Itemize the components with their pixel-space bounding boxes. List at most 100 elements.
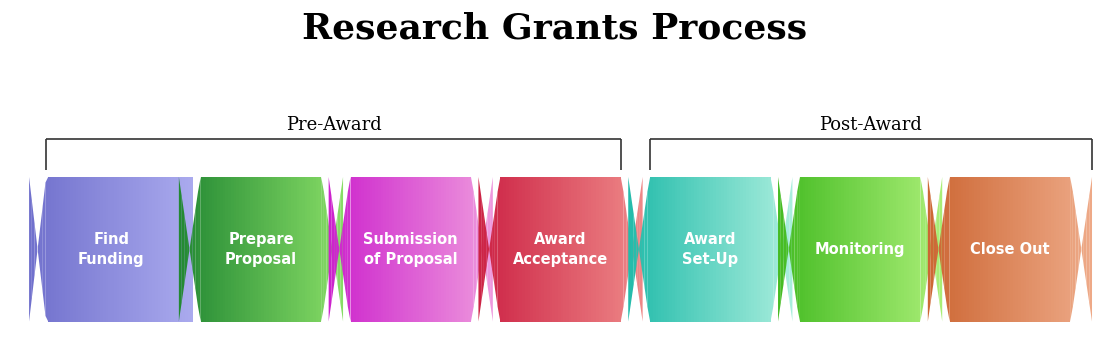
Polygon shape (356, 177, 359, 322)
Polygon shape (225, 177, 229, 322)
Polygon shape (952, 177, 956, 322)
Polygon shape (450, 177, 452, 322)
Polygon shape (512, 177, 514, 322)
Polygon shape (971, 177, 975, 322)
Polygon shape (602, 177, 604, 322)
Polygon shape (83, 177, 87, 322)
Polygon shape (803, 177, 806, 322)
Polygon shape (672, 177, 675, 322)
Polygon shape (748, 177, 751, 322)
Polygon shape (1027, 177, 1029, 322)
Polygon shape (362, 177, 364, 322)
Polygon shape (272, 177, 274, 322)
Text: Submission
of Proposal: Submission of Proposal (363, 232, 458, 266)
Polygon shape (950, 177, 952, 322)
Polygon shape (791, 210, 795, 288)
Polygon shape (591, 177, 594, 322)
Polygon shape (336, 232, 340, 266)
Polygon shape (490, 229, 492, 270)
Polygon shape (825, 177, 827, 322)
Polygon shape (480, 229, 482, 270)
Polygon shape (688, 177, 692, 322)
Polygon shape (411, 177, 414, 322)
Polygon shape (400, 177, 403, 322)
Polygon shape (373, 177, 375, 322)
Polygon shape (572, 177, 574, 322)
Polygon shape (960, 177, 963, 322)
Polygon shape (487, 195, 491, 303)
Polygon shape (1046, 177, 1048, 322)
Polygon shape (122, 177, 124, 322)
Polygon shape (1021, 177, 1023, 322)
Polygon shape (94, 177, 98, 322)
Polygon shape (315, 177, 319, 322)
Polygon shape (64, 177, 68, 322)
Text: Close Out: Close Out (970, 242, 1050, 257)
Polygon shape (838, 177, 841, 322)
Polygon shape (135, 177, 139, 322)
Polygon shape (888, 177, 890, 322)
Polygon shape (418, 177, 422, 322)
Polygon shape (229, 177, 231, 322)
Polygon shape (866, 177, 868, 322)
Polygon shape (359, 177, 362, 322)
Polygon shape (936, 232, 939, 266)
Polygon shape (765, 177, 768, 322)
Polygon shape (269, 177, 272, 322)
Polygon shape (583, 177, 585, 322)
Polygon shape (653, 177, 656, 322)
Polygon shape (438, 177, 441, 322)
Polygon shape (868, 177, 871, 322)
Polygon shape (128, 177, 130, 322)
Polygon shape (1051, 177, 1053, 322)
Polygon shape (1010, 177, 1012, 322)
Polygon shape (59, 177, 62, 322)
Polygon shape (1064, 177, 1068, 322)
Polygon shape (278, 177, 280, 322)
Polygon shape (514, 177, 517, 322)
Polygon shape (784, 214, 786, 285)
Polygon shape (800, 177, 803, 322)
Polygon shape (609, 177, 613, 322)
Polygon shape (233, 177, 236, 322)
Polygon shape (1037, 177, 1040, 322)
Polygon shape (707, 177, 710, 322)
Polygon shape (1083, 214, 1087, 285)
Polygon shape (778, 177, 780, 322)
Polygon shape (561, 177, 563, 322)
Polygon shape (468, 177, 471, 322)
Polygon shape (416, 177, 418, 322)
Polygon shape (931, 232, 934, 266)
Polygon shape (934, 214, 936, 285)
Polygon shape (185, 177, 188, 322)
Polygon shape (103, 177, 105, 322)
Polygon shape (871, 177, 874, 322)
Polygon shape (424, 177, 427, 322)
Polygon shape (599, 177, 602, 322)
Polygon shape (645, 192, 647, 307)
Polygon shape (491, 177, 493, 322)
Polygon shape (53, 177, 57, 322)
Text: Prepare
Proposal: Prepare Proposal (225, 232, 297, 266)
Polygon shape (1053, 177, 1057, 322)
Polygon shape (250, 177, 253, 322)
Polygon shape (501, 177, 503, 322)
Polygon shape (285, 177, 289, 322)
Polygon shape (618, 177, 620, 322)
Polygon shape (855, 177, 857, 322)
Polygon shape (857, 177, 860, 322)
Polygon shape (650, 177, 653, 322)
Text: Award
Set-Up: Award Set-Up (683, 232, 738, 266)
Polygon shape (179, 177, 182, 322)
Polygon shape (754, 177, 757, 322)
Polygon shape (694, 177, 697, 322)
Polygon shape (615, 177, 618, 322)
Polygon shape (1016, 177, 1018, 322)
Polygon shape (478, 177, 481, 322)
Polygon shape (781, 232, 784, 266)
Polygon shape (120, 177, 122, 322)
Polygon shape (620, 177, 624, 322)
Polygon shape (190, 229, 192, 270)
Polygon shape (934, 214, 937, 285)
Polygon shape (203, 177, 206, 322)
